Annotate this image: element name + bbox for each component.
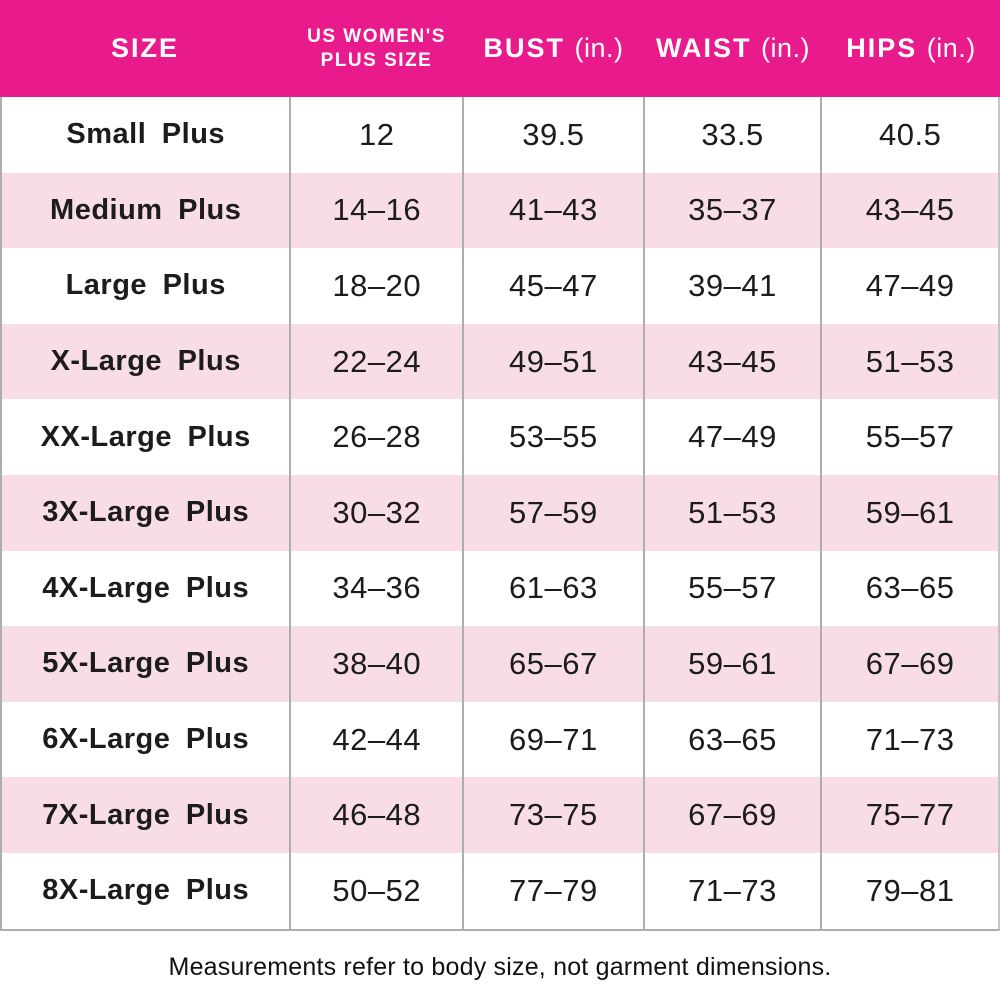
bust-cell: 53–55 [462, 399, 643, 475]
size-cell: 4X-Large Plus [42, 571, 250, 604]
header-us-plus-size-line2: PLUS SIZE [320, 49, 433, 71]
bust-cell: 61–63 [462, 550, 643, 627]
us-plus-size-cell: 22–24 [289, 323, 462, 400]
hips-cell: 43–45 [820, 172, 998, 249]
table-row: Small Plus 12 39.5 33.5 40.5 [2, 97, 998, 173]
header-waist: WAIST (in.) [644, 32, 822, 64]
size-cell: 7X-Large Plus [42, 798, 250, 831]
header-size-label: SIZE [110, 32, 179, 63]
size-cell: 3X-Large Plus [42, 496, 250, 529]
hips-cell: 51–53 [820, 323, 998, 400]
table-row: 5X-Large Plus 38–40 65–67 59–61 67–69 [2, 626, 998, 702]
table-row: XX-Large Plus 26–28 53–55 47–49 55–57 [2, 399, 998, 475]
size-cell: XX-Large Plus [40, 420, 251, 453]
table-row: 3X-Large Plus 30–32 57–59 51–53 59–61 [2, 474, 998, 551]
hips-cell: 79–81 [820, 852, 998, 929]
hips-cell: 55–57 [820, 399, 998, 475]
size-cell: 6X-Large Plus [42, 723, 250, 756]
size-cell: Medium Plus [50, 193, 242, 226]
waist-cell: 39–41 [642, 248, 821, 324]
bust-cell: 39.5 [462, 97, 643, 173]
header-us-plus-size-line1: US WOMEN'S [307, 25, 446, 47]
table-row: Large Plus 18–20 45–47 39–41 47–49 [2, 248, 998, 324]
us-plus-size-cell: 50–52 [289, 852, 462, 929]
bust-cell: 45–47 [462, 248, 643, 324]
us-plus-size-cell: 34–36 [289, 550, 462, 627]
waist-cell: 67–69 [642, 777, 821, 853]
waist-cell: 47–49 [642, 399, 821, 475]
us-plus-size-cell: 38–40 [289, 626, 462, 702]
header-bust: BUST (in.) [463, 32, 644, 64]
us-plus-size-cell: 18–20 [289, 248, 462, 324]
us-plus-size-cell: 12 [289, 97, 462, 173]
header-bust-label: BUST [483, 32, 565, 63]
header-hips-unit: (in.) [926, 32, 976, 63]
waist-cell: 43–45 [642, 323, 821, 400]
footer-note: Measurements refer to body size, not gar… [168, 952, 832, 981]
table-row: 4X-Large Plus 34–36 61–63 55–57 63–65 [2, 550, 998, 627]
bust-cell: 57–59 [462, 474, 643, 551]
bust-cell: 49–51 [462, 323, 643, 400]
size-cell: X-Large Plus [50, 345, 241, 378]
header-hips-label: HIPS [846, 32, 918, 63]
hips-cell: 71–73 [820, 701, 998, 778]
bust-cell: 77–79 [462, 852, 643, 929]
bust-cell: 65–67 [462, 626, 643, 702]
header-waist-label: WAIST [655, 32, 752, 63]
waist-cell: 59–61 [642, 626, 821, 702]
bust-cell: 41–43 [462, 172, 643, 249]
waist-cell: 35–37 [642, 172, 821, 249]
hips-cell: 63–65 [820, 550, 998, 627]
us-plus-size-cell: 14–16 [289, 172, 462, 249]
size-cell: Small Plus [66, 118, 226, 151]
header-us-plus-size: US WOMEN'S PLUS SIZE [290, 25, 463, 73]
hips-cell: 47–49 [820, 248, 998, 324]
table-row: X-Large Plus 22–24 49–51 43–45 51–53 [2, 323, 998, 400]
size-cell: 8X-Large Plus [42, 874, 250, 907]
table-header: SIZE US WOMEN'S PLUS SIZE BUST (in.) WAI… [0, 0, 1000, 97]
us-plus-size-cell: 26–28 [289, 399, 462, 475]
waist-cell: 71–73 [642, 852, 821, 929]
header-size: SIZE [0, 32, 290, 64]
table-row: 6X-Large Plus 42–44 69–71 63–65 71–73 [2, 701, 998, 778]
size-chart-table: SIZE US WOMEN'S PLUS SIZE BUST (in.) WAI… [0, 0, 1000, 931]
hips-cell: 75–77 [820, 777, 998, 853]
bust-cell: 73–75 [462, 777, 643, 853]
table-row: 8X-Large Plus 50–52 77–79 71–73 79–81 [2, 852, 998, 929]
hips-cell: 40.5 [820, 97, 998, 173]
size-cell: Large Plus [65, 269, 226, 302]
table-body: Small Plus 12 39.5 33.5 40.5 Medium Plus… [0, 97, 1000, 931]
us-plus-size-cell: 42–44 [289, 701, 462, 778]
waist-cell: 63–65 [642, 701, 821, 778]
header-hips: HIPS (in.) [822, 32, 1000, 64]
table-row: Medium Plus 14–16 41–43 35–37 43–45 [2, 172, 998, 249]
header-bust-unit: (in.) [574, 32, 624, 63]
us-plus-size-cell: 46–48 [289, 777, 462, 853]
size-cell: 5X-Large Plus [42, 647, 250, 680]
hips-cell: 67–69 [820, 626, 998, 702]
table-row: 7X-Large Plus 46–48 73–75 67–69 75–77 [2, 777, 998, 853]
waist-cell: 55–57 [642, 550, 821, 627]
hips-cell: 59–61 [820, 474, 998, 551]
us-plus-size-cell: 30–32 [289, 474, 462, 551]
bust-cell: 69–71 [462, 701, 643, 778]
header-waist-unit: (in.) [761, 32, 810, 63]
waist-cell: 51–53 [642, 474, 821, 551]
waist-cell: 33.5 [642, 97, 821, 173]
